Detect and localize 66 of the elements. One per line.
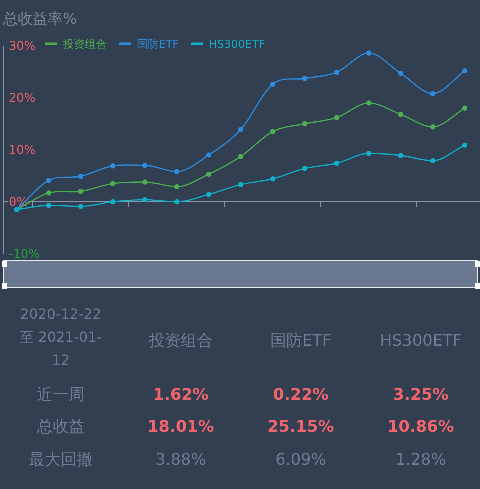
point <box>46 178 52 184</box>
point <box>270 176 276 182</box>
point <box>430 158 436 164</box>
point <box>78 174 84 180</box>
point <box>462 142 468 148</box>
legend-label: 投资组合 <box>62 38 107 51</box>
point <box>46 203 52 208</box>
text: 6.09% <box>276 450 326 469</box>
point <box>142 197 148 203</box>
legend-label: HS300ETF <box>209 38 266 51</box>
point <box>46 190 52 196</box>
point <box>78 189 84 194</box>
legend-label: 国防ETF <box>137 38 179 51</box>
category-label: HS300ETF <box>380 331 462 350</box>
point <box>142 180 148 185</box>
point <box>366 100 372 106</box>
y-tick-label: 10% <box>9 143 36 157</box>
point <box>206 172 212 178</box>
text: 3.25% <box>393 385 449 404</box>
point <box>270 129 276 134</box>
category-label: 最大回撤 <box>29 450 93 469</box>
text: 18.01% <box>148 417 214 436</box>
point <box>174 199 180 205</box>
point <box>430 91 436 96</box>
text: 1.62% <box>153 385 209 404</box>
category-label: 投资组合 <box>148 331 213 350</box>
point <box>334 70 340 76</box>
category-label: 总收益 <box>37 417 85 436</box>
text: 25.15% <box>268 417 334 436</box>
point <box>462 68 468 74</box>
point <box>462 106 468 111</box>
y-tick-label: 30% <box>9 39 36 53</box>
point <box>302 76 308 82</box>
category-label: 国防ETF <box>270 331 332 350</box>
point <box>430 124 436 130</box>
text: 1.28% <box>396 450 446 469</box>
point <box>334 160 340 166</box>
point <box>398 112 404 118</box>
text: 3.88% <box>156 450 206 469</box>
text: 0.22% <box>273 385 329 404</box>
y-tick-label: 20% <box>9 91 36 105</box>
point <box>174 184 180 190</box>
point <box>110 199 116 205</box>
point <box>238 127 244 132</box>
text: 2020-12-22 至 2021-01-12 <box>19 306 103 371</box>
point <box>398 70 404 76</box>
point <box>398 153 404 158</box>
point <box>270 82 276 88</box>
point <box>238 182 244 188</box>
point <box>142 163 148 168</box>
point <box>206 152 212 158</box>
y-tick-label: -10% <box>9 247 40 261</box>
point <box>366 151 372 156</box>
point <box>206 192 212 198</box>
point <box>78 204 84 210</box>
point <box>302 166 308 172</box>
point <box>302 121 308 127</box>
point <box>110 181 116 186</box>
point <box>334 115 340 120</box>
chart-title: 总收益率% <box>2 10 78 28</box>
text: 10.86% <box>388 417 454 436</box>
category-label: 近一周 <box>37 385 85 404</box>
point <box>110 164 116 169</box>
point <box>366 50 372 56</box>
point <box>238 154 244 160</box>
point <box>174 169 180 174</box>
